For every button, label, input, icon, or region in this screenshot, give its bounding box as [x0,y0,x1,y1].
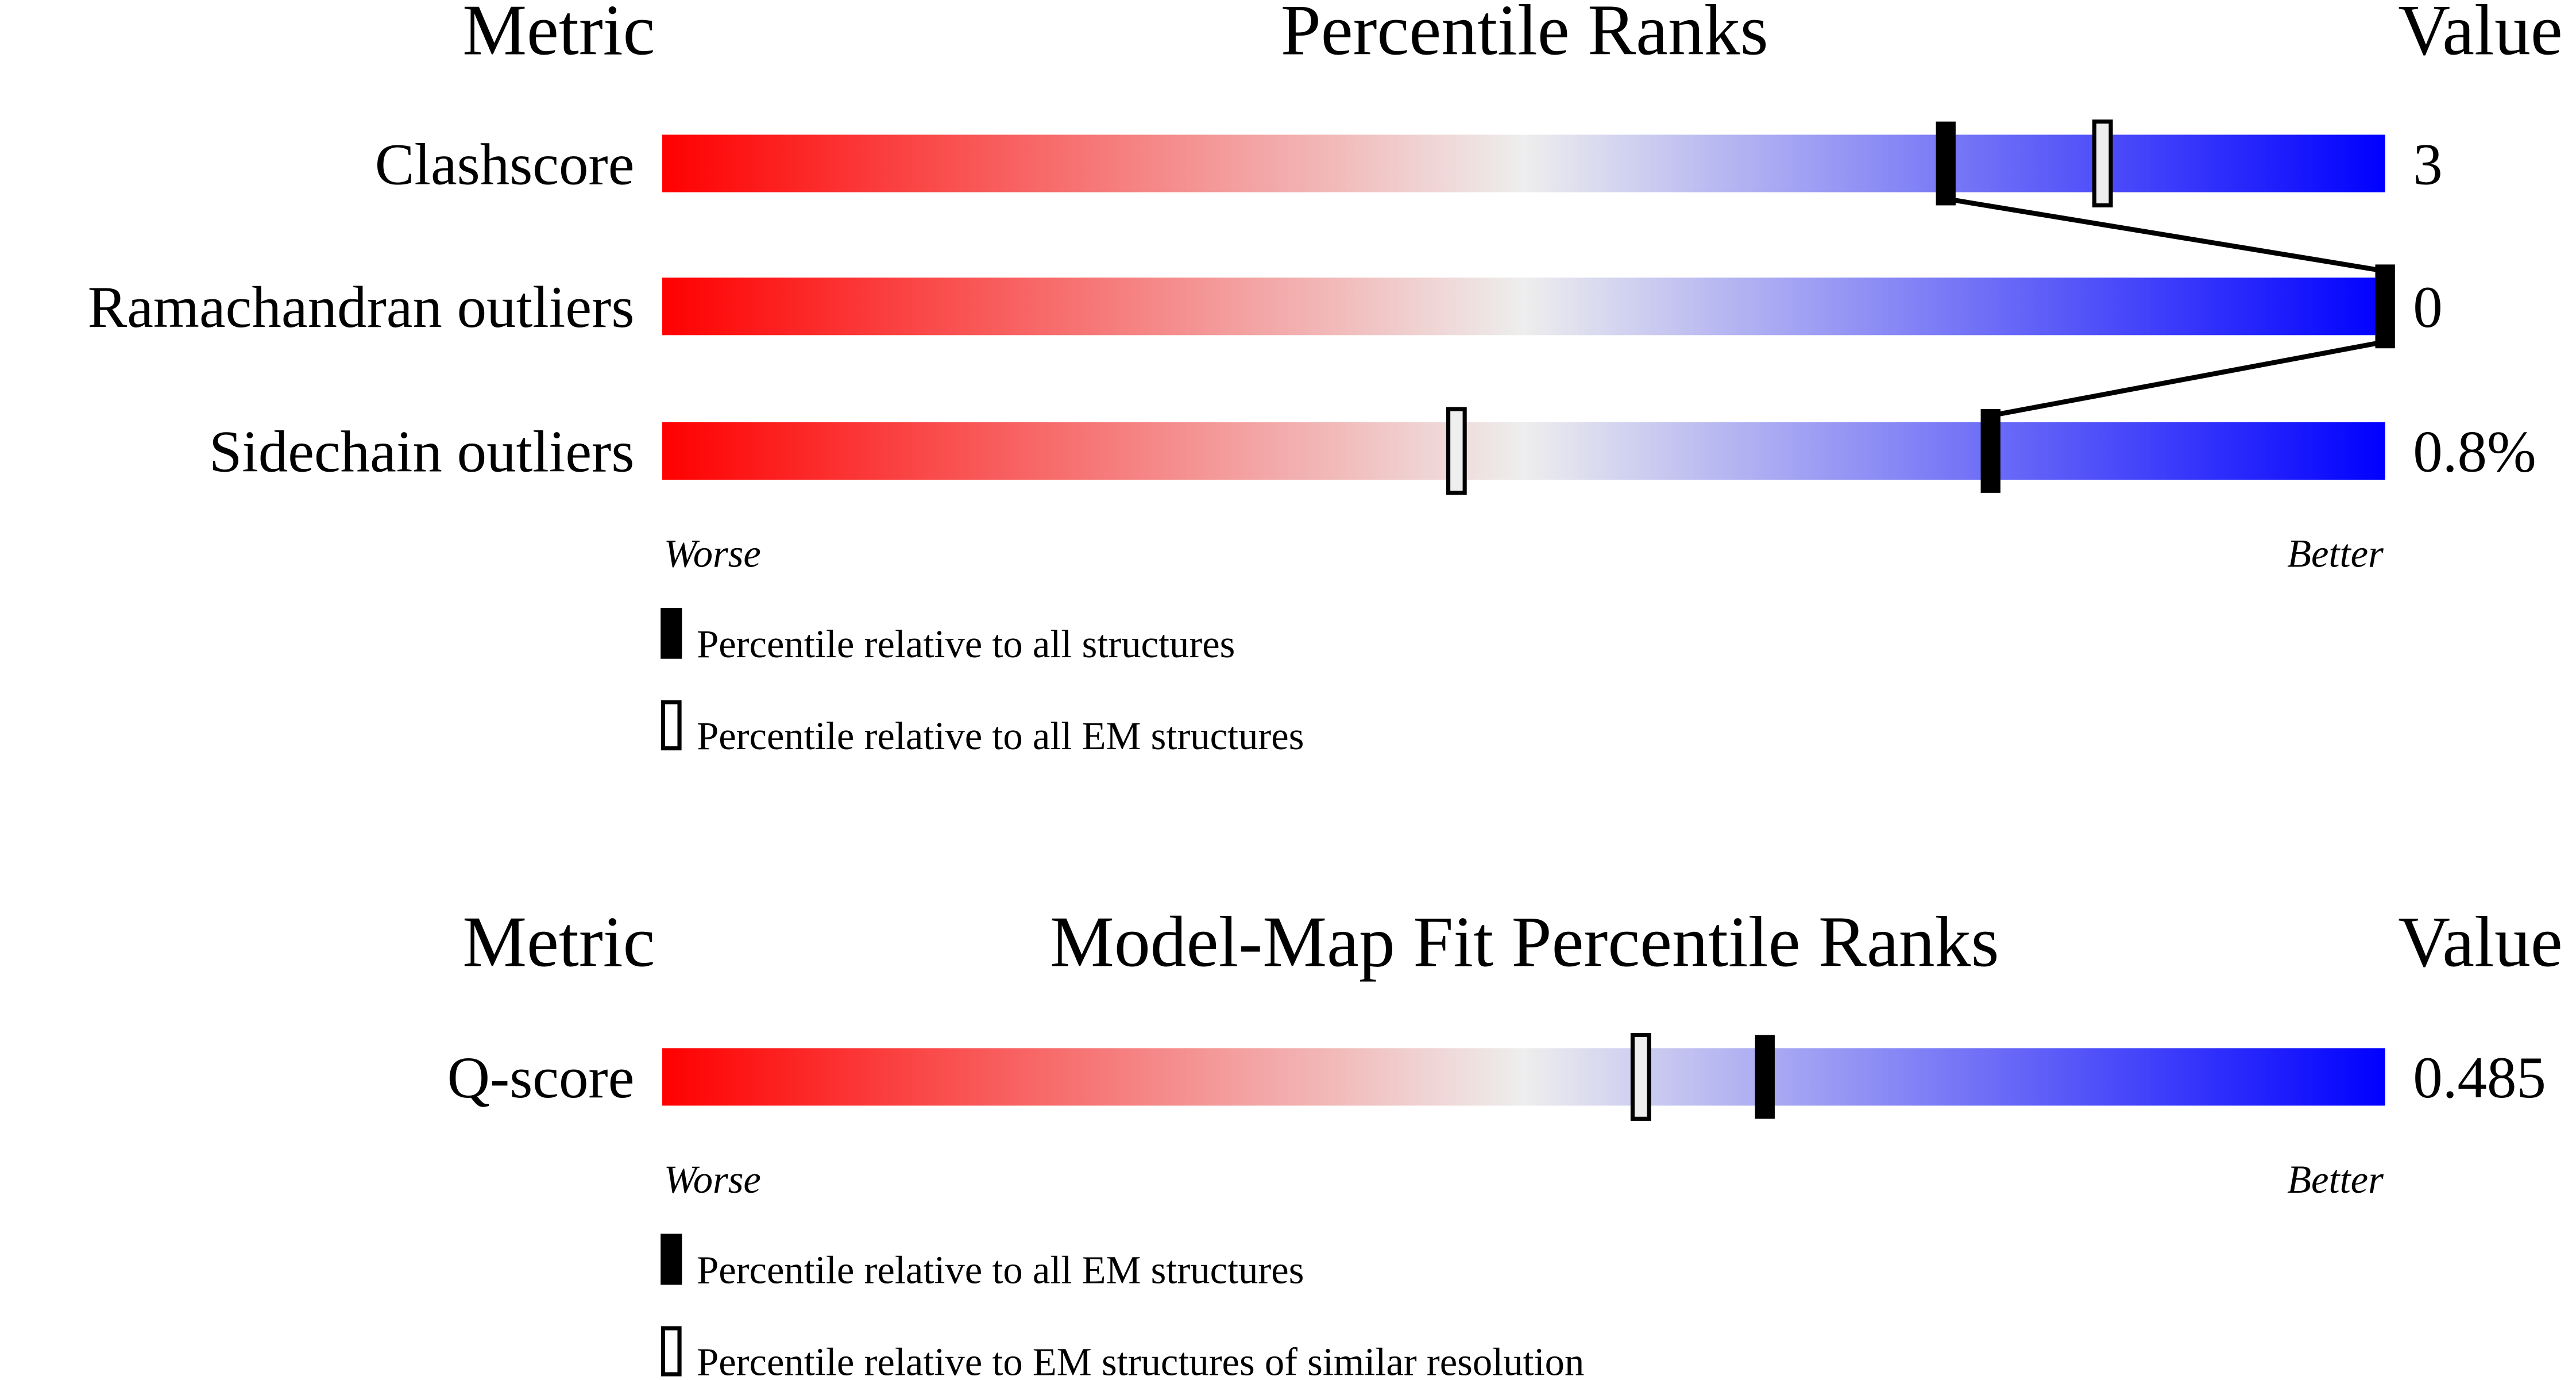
legend-filled-marker-icon [661,608,682,659]
metric-value: 0 [2413,275,2442,340]
filled-percentile-marker [1755,1035,1775,1119]
open-percentile-marker [1446,407,1467,495]
value-header: Value [2398,902,2562,982]
open-percentile-marker [1630,1032,1651,1121]
legend-label: Percentile relative to EM structures of … [697,1340,1584,1380]
worse-label: Worse [664,1158,761,1201]
legend-label: Percentile relative to all structures [697,622,1235,666]
chart-panel-2: Metric Model-Map Fit Percentile Ranks Valu… [447,902,2563,1380]
metric-header: Metric [462,0,655,70]
legend-label: Percentile relative to all EM structures [697,1248,1304,1292]
percentile-bar [662,134,2385,192]
better-label: Better [2287,1158,2384,1201]
filled-percentile-marker [1936,121,1956,206]
legend-open-marker-icon [661,1326,682,1377]
percentile-bar [662,1048,2385,1106]
marker-connector-line [1945,196,2386,274]
filled-percentile-marker [1980,409,2000,493]
legend-filled-marker-icon [661,1233,682,1285]
metric-label: Clashscore [375,132,635,197]
metric-label: Ramachandran outliers [88,275,635,340]
better-label: Better [2287,532,2384,576]
chart-panel-1: Metric Percentile Ranks Value Clashscore 3 Ra… [88,0,2563,758]
metric-value: 3 [2413,132,2442,197]
metric-header: Metric [462,902,655,982]
percentile-bar [662,422,2385,480]
metric-value: 0.485 [2413,1045,2546,1111]
open-percentile-marker [2092,120,2113,208]
percentile-bar [662,277,2385,336]
legend-label: Percentile relative to all EM structures [697,714,1304,758]
metric-label: Sidechain outliers [209,419,634,485]
metric-label: Q-score [447,1045,635,1111]
value-header: Value [2398,0,2562,70]
legend-open-marker-icon [661,700,682,751]
worse-label: Worse [664,532,761,576]
chart-title: Percentile Ranks [1281,0,1768,70]
metric-value: 0.8% [2413,419,2536,485]
chart-title: Model-Map Fit Percentile Ranks [1050,902,1999,982]
marker-connector-line [1990,339,2386,418]
filled-percentile-marker [2375,264,2395,349]
